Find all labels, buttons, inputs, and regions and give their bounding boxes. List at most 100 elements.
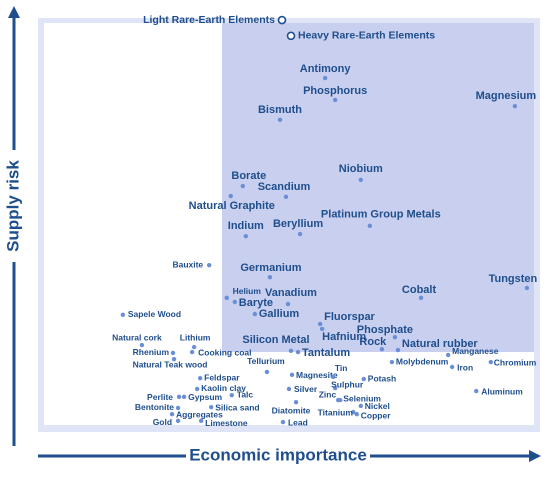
- point-label: Vanadium: [265, 287, 317, 299]
- point-label: Chromium: [494, 357, 537, 367]
- point-label: Lead: [288, 417, 308, 427]
- point: [286, 386, 292, 392]
- point: [361, 376, 366, 382]
- highlight-point: [286, 31, 296, 41]
- point-label: Tungsten: [489, 273, 538, 285]
- point-label: Borate: [231, 170, 266, 182]
- point-label: Aggregates: [176, 409, 223, 419]
- point: [330, 374, 336, 380]
- point-label: Beryllium: [273, 218, 323, 230]
- point-label: Talc: [237, 389, 254, 399]
- point-label: Manganese: [452, 346, 499, 356]
- point: [171, 356, 177, 362]
- point: [524, 285, 530, 291]
- point: [198, 418, 204, 424]
- point: [283, 194, 289, 200]
- point-label: Kaolin clay: [201, 383, 246, 393]
- point: [288, 348, 294, 354]
- point: [169, 411, 175, 417]
- point: [322, 75, 328, 81]
- point: [392, 334, 398, 340]
- point-label: Indium: [228, 220, 264, 232]
- point-label: Platinum Group Metals: [321, 209, 441, 221]
- point: [232, 299, 237, 305]
- point-label: Rhenium: [133, 347, 170, 357]
- point-label: Silica sand: [215, 402, 259, 412]
- point-label: Rock: [359, 336, 387, 348]
- point-label: Selenium: [343, 393, 381, 403]
- point-label: Feldspar: [204, 372, 240, 382]
- point: [297, 231, 303, 237]
- point-label: Natural cork: [112, 332, 162, 342]
- point: [170, 350, 176, 356]
- point-label: Magnesium: [476, 90, 537, 102]
- point-label: Iron: [457, 362, 473, 372]
- point-label: Potash: [368, 373, 396, 383]
- point-label: Tin: [335, 363, 348, 373]
- point-label: Copper: [361, 410, 391, 420]
- point: [389, 359, 395, 365]
- point-label: Baryte: [239, 297, 273, 309]
- point: [120, 312, 126, 318]
- label-bg: [186, 444, 370, 468]
- point-label: Diatomite: [272, 405, 311, 415]
- point: [332, 97, 338, 103]
- point: [139, 342, 145, 348]
- point-label: Antimony: [300, 63, 352, 75]
- point-label: Niobium: [339, 163, 383, 175]
- critical-region: [222, 23, 534, 352]
- point-label: Tellurium: [247, 356, 285, 366]
- highlight-point: [277, 15, 287, 25]
- point: [488, 359, 494, 365]
- point: [191, 344, 197, 350]
- point-label: Gallium: [259, 308, 300, 320]
- point: [240, 183, 246, 189]
- point-label: Phosphorus: [303, 85, 367, 97]
- point: [418, 295, 424, 301]
- point: [194, 386, 200, 392]
- point: [267, 274, 273, 280]
- point-label: Scandium: [258, 181, 311, 193]
- point: [474, 388, 479, 394]
- point: [449, 364, 455, 370]
- point-label: Perlite: [147, 392, 173, 402]
- point-label: Silicon Metal: [242, 334, 309, 346]
- point-label: Gold: [153, 417, 172, 427]
- point: [264, 369, 270, 375]
- point: [289, 372, 295, 378]
- point: [175, 405, 181, 411]
- point: [367, 223, 373, 229]
- label-bg: [4, 150, 24, 262]
- y-axis-label: Supply risk: [3, 160, 22, 252]
- point: [445, 352, 451, 358]
- point-label: Natural Teak wood: [133, 359, 208, 369]
- point: [338, 397, 343, 403]
- point-label: Silver: [294, 384, 318, 394]
- y-arrow-head: [8, 6, 20, 18]
- point: [354, 411, 359, 417]
- point: [252, 311, 258, 317]
- point-label: Cooking coal: [198, 347, 251, 357]
- point: [351, 409, 356, 415]
- point: [176, 394, 182, 400]
- point: [181, 394, 187, 400]
- point: [206, 262, 212, 268]
- point-label: Helium: [233, 286, 262, 296]
- point: [358, 403, 363, 409]
- point-label: Hafnium: [322, 331, 366, 343]
- point: [332, 385, 338, 391]
- point-label: Limestone: [205, 418, 248, 428]
- point-label: Fluorspar: [324, 311, 375, 323]
- highlight-label: Light Rare-Earth Elements: [143, 14, 275, 26]
- point-label: Titanium: [318, 407, 354, 417]
- point-label: Molybdenum: [396, 356, 449, 366]
- point: [208, 404, 214, 410]
- point-label: Natural rubber: [402, 338, 479, 350]
- point-label: Phosphate: [357, 324, 413, 336]
- point-label: Bauxite: [172, 259, 203, 269]
- point: [395, 347, 401, 353]
- point-label: Bentonite: [135, 402, 174, 412]
- point-label: Cobalt: [402, 284, 437, 296]
